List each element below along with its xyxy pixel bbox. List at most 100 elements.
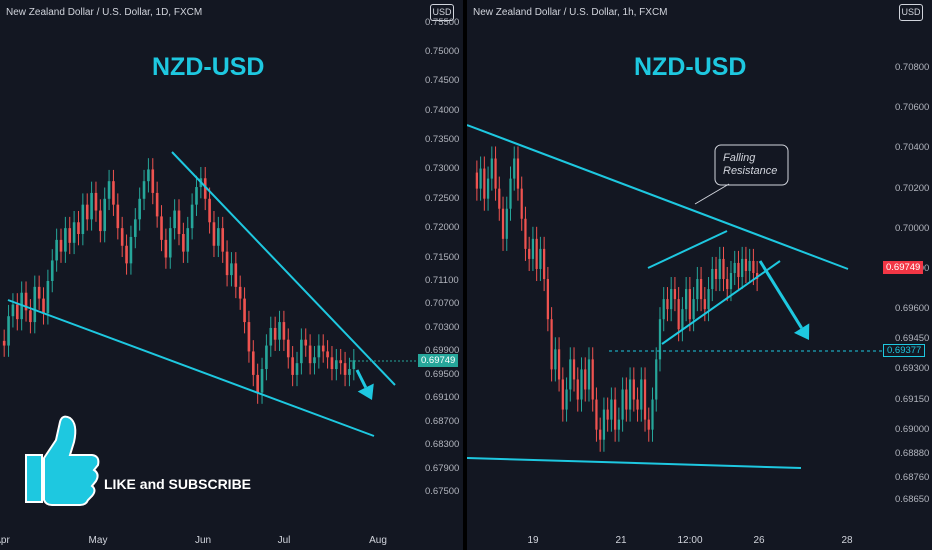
y-tick-label: 0.70300 [425, 321, 460, 333]
candle-body [203, 178, 207, 199]
candle-body [278, 322, 281, 340]
candle-body [251, 351, 255, 375]
annotation-box [714, 144, 789, 186]
candle-body [300, 339, 303, 364]
y-tick-label: 0.73000 [425, 163, 460, 175]
thumbs-up-icon [25, 415, 100, 506]
candle-body [572, 359, 576, 380]
y-tick-label: 0.68760 [895, 471, 930, 483]
candle-body [177, 210, 181, 235]
candle-body [711, 268, 714, 290]
thumbs-up-shape [43, 415, 100, 506]
candle-body [748, 260, 751, 271]
y-tick-label: 0.68300 [425, 439, 460, 451]
candle-body [160, 216, 163, 240]
panel-divider[interactable] [463, 0, 467, 550]
candle-body [15, 304, 19, 320]
candle-body [662, 299, 665, 320]
candle-body [584, 369, 587, 390]
candle-body [265, 345, 268, 370]
y-tick-label: 0.69450 [895, 333, 930, 345]
y-tick-label: 0.75000 [425, 46, 460, 58]
candle-body [617, 419, 620, 430]
candle-body [77, 222, 80, 235]
x-tick-label: Apr [0, 535, 10, 546]
candle-body [81, 204, 85, 235]
candle-body [539, 248, 542, 269]
candle-body [516, 158, 520, 189]
candle-body [628, 379, 632, 410]
chart-header: New Zealand Dollar / U.S. Dollar, 1h, FX… [473, 7, 668, 18]
x-tick-label: Jun [194, 535, 212, 546]
candle-body [348, 369, 351, 375]
candle-body [688, 289, 691, 320]
hourly-chart-svg[interactable] [467, 0, 932, 550]
candle-body [168, 228, 172, 258]
y-tick-label: 0.69150 [895, 393, 930, 405]
trend-line [7, 299, 375, 437]
candle-body [24, 292, 28, 311]
daily-chart-panel[interactable]: New Zealand Dollar / U.S. Dollar, 1D, FX… [0, 0, 463, 550]
y-tick-label: 0.69500 [425, 368, 460, 380]
candle-body [475, 172, 478, 189]
candle-body [343, 363, 347, 375]
y-tick-label: 0.75500 [425, 16, 460, 28]
candle-body [486, 178, 490, 199]
candle-body [524, 218, 527, 249]
x-tick-label: May [88, 535, 108, 546]
candle-body [247, 322, 251, 352]
currency-badge[interactable]: USD [430, 4, 454, 21]
candle-body [729, 272, 733, 290]
candle-body [722, 258, 725, 280]
y-tick-label: 0.71100 [425, 274, 459, 286]
currency-badge[interactable]: USD [899, 4, 923, 21]
y-tick-label: 0.70000 [895, 222, 930, 234]
candle-body [138, 198, 141, 220]
candle-body [591, 359, 594, 400]
candle-body [295, 363, 299, 375]
candle-body [304, 339, 308, 346]
candle-body [673, 289, 677, 300]
daily-chart-svg[interactable] [0, 0, 463, 550]
candle-body [741, 258, 744, 278]
hourly-chart-panel[interactable]: New Zealand Dollar / U.S. Dollar, 1h, FX… [467, 0, 932, 550]
candle-body [569, 359, 572, 390]
candle-body [195, 187, 198, 205]
candle-body [120, 228, 124, 246]
candle-body [610, 399, 613, 420]
candle-body [243, 298, 246, 323]
candle-body [677, 299, 680, 330]
y-tick-label: 0.72500 [425, 192, 460, 204]
candle-body [576, 379, 579, 400]
annotation-pointer [694, 183, 730, 205]
y-tick-label: 0.73500 [425, 134, 460, 146]
candle-body [744, 258, 748, 271]
candle-body [256, 374, 259, 393]
candle-body [490, 158, 493, 179]
candle-body [636, 399, 639, 410]
candle-body [221, 228, 225, 252]
y-tick-label: 0.74000 [425, 104, 460, 116]
candle-body [561, 379, 564, 410]
candle-body [273, 327, 277, 340]
candle-body [513, 158, 516, 179]
candle-body [699, 279, 703, 300]
candle-body [50, 260, 54, 281]
candle-body [737, 262, 740, 278]
candle-body [643, 379, 647, 420]
like-subscribe-text[interactable]: LIKE and SUBSCRIBE [104, 476, 252, 492]
y-tick-label: 0.67500 [425, 486, 460, 498]
candle-body [509, 178, 512, 209]
candle-body [692, 299, 695, 320]
candle-body [546, 279, 549, 320]
candle-body [494, 158, 497, 189]
candle-body [651, 399, 654, 430]
candle-body [190, 204, 194, 229]
candle-body [234, 263, 238, 287]
y-tick-label: 0.69900 [425, 345, 460, 357]
candle-body [505, 208, 508, 239]
candle-body [116, 204, 120, 229]
y-tick-label: 0.70200 [895, 182, 930, 194]
candle-body [72, 222, 76, 243]
candle-body [186, 228, 190, 252]
